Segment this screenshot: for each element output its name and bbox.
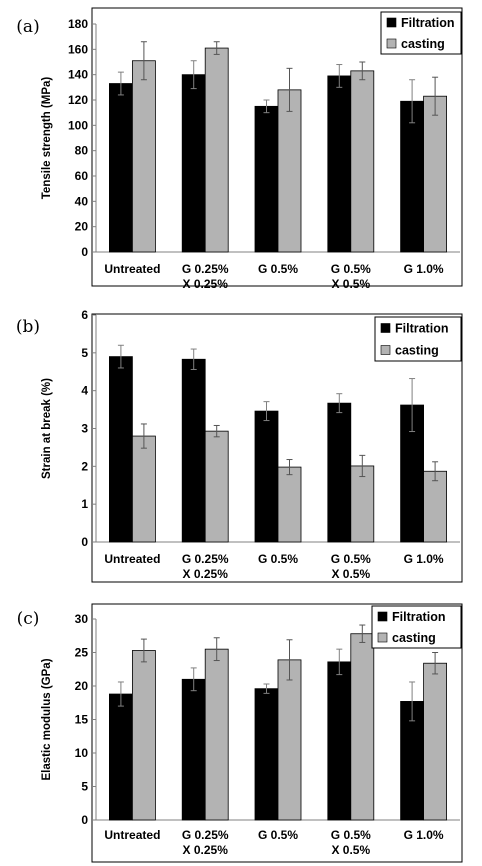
chart-frame [91,603,463,863]
y-tick-label: 25 [75,646,89,660]
x-category-label: G 0.5% [331,828,371,842]
bar-filtration [327,402,352,543]
x-category-label: Untreated [104,262,160,276]
bar-casting [423,95,448,253]
x-category-label: G 0.5% [331,552,371,566]
x-category-label: G 0.25% [182,552,229,566]
y-tick-label: 80 [75,144,89,158]
bar-casting [131,650,156,821]
legend-swatch-filtration [380,323,391,333]
chart-panel-c: (c) Elastic modulus (GPa) 0 5 10 15 20 25 30 Untr… [17,603,463,863]
y-tick-label: 20 [75,679,89,693]
chart-frame [91,313,463,583]
x-category-label: G 0.5% [258,262,298,276]
bar-filtration [109,356,133,543]
y-axis-title: Tensile strength (MPa) [41,77,53,200]
y-tick-label: 120 [68,93,88,107]
x-category-label: X 0.25% [183,567,229,581]
bar-casting [350,70,375,253]
x-category-label: G 0.5% [258,828,298,842]
x-category-label: G 0.25% [182,262,229,276]
x-category-label: X 0.5% [331,567,370,581]
x-category-label: Untreated [104,828,160,842]
bar-filtration [254,105,279,253]
legend-swatch-casting [380,345,391,355]
y-tick-label: 10 [75,746,89,760]
bar-casting [277,89,302,253]
y-axis-title: Elastic modulus (GPa) [41,658,53,780]
bar-filtration [181,74,206,253]
y-tick-label: 20 [75,220,89,234]
legend-swatch-casting [377,632,388,643]
x-category-label: X 0.25% [183,843,229,857]
panel-label: (b) [16,317,40,337]
y-tick-label: 140 [68,68,88,82]
y-tick-label: 100 [68,118,88,132]
x-category-label: X 0.5% [331,843,370,857]
legend-label-casting: casting [392,631,436,645]
legend-label-filtration: Filtration [392,610,445,624]
y-tick-label: 160 [68,42,88,56]
legend-label-casting: casting [401,37,445,51]
bar-filtration [327,75,352,253]
bar-casting [277,659,302,821]
bar-filtration [327,661,352,821]
x-category-label: X 0.5% [331,277,370,291]
y-tick-label: 15 [75,713,89,727]
x-category-label: X 0.25% [183,277,229,291]
bar-casting [423,470,448,543]
y-axis-title: Strain at break (%) [41,378,53,479]
x-category-label: G 0.25% [182,828,229,842]
bar-casting [131,60,156,253]
y-tick-label: 60 [75,169,89,183]
y-tick-label: 1 [81,497,88,511]
y-tick-label: 6 [81,308,88,322]
x-category-label: G 1.0% [404,262,444,276]
y-tick-label: 2 [81,459,88,473]
bar-casting [423,662,448,821]
bar-filtration [400,100,425,253]
legend-swatch-casting [386,38,397,49]
bar-filtration [181,358,206,543]
bar-filtration [181,678,206,821]
x-category-label: G 1.0% [404,828,444,842]
y-tick-label: 3 [81,422,88,436]
legend-swatch-filtration [377,611,388,622]
bar-casting [204,648,229,821]
y-tick-label: 4 [81,384,88,398]
legend-swatch-filtration [386,17,397,28]
legend-label-filtration: Filtration [401,16,454,30]
bar-filtration [254,410,279,543]
x-category-label: Untreated [104,552,160,566]
bar-casting [131,435,156,543]
panel-label: (c) [17,609,40,629]
chart-panel-b: (b) Strain at break (%) 0 1 2 3 4 5 6 Untreated G … [16,308,463,583]
bar-casting [350,633,375,821]
bar-casting [350,465,375,543]
x-category-label: G 0.5% [331,262,371,276]
y-tick-label: 0 [81,813,88,827]
bar-filtration [109,693,133,821]
x-category-label: G 0.5% [258,552,298,566]
bar-casting [204,47,229,253]
y-tick-label: 5 [81,346,88,360]
bar-filtration [109,83,133,253]
y-tick-label: 180 [68,17,88,31]
chart-frame [91,7,463,287]
bar-casting [204,430,229,543]
y-tick-label: 5 [81,780,88,794]
chart-panel-a: (a) Tensile strength (MPa) 0 20 40 60 80 100 120… [16,7,463,291]
y-tick-label: 0 [81,245,88,259]
legend-label-casting: casting [395,344,439,358]
bar-casting [277,466,302,543]
panel-label: (a) [16,17,39,37]
x-category-label: G 1.0% [404,552,444,566]
y-tick-label: 30 [75,612,89,626]
bar-filtration [254,688,279,821]
y-tick-label: 40 [75,194,89,208]
y-tick-label: 0 [81,535,88,549]
legend-label-filtration: Filtration [395,322,448,336]
